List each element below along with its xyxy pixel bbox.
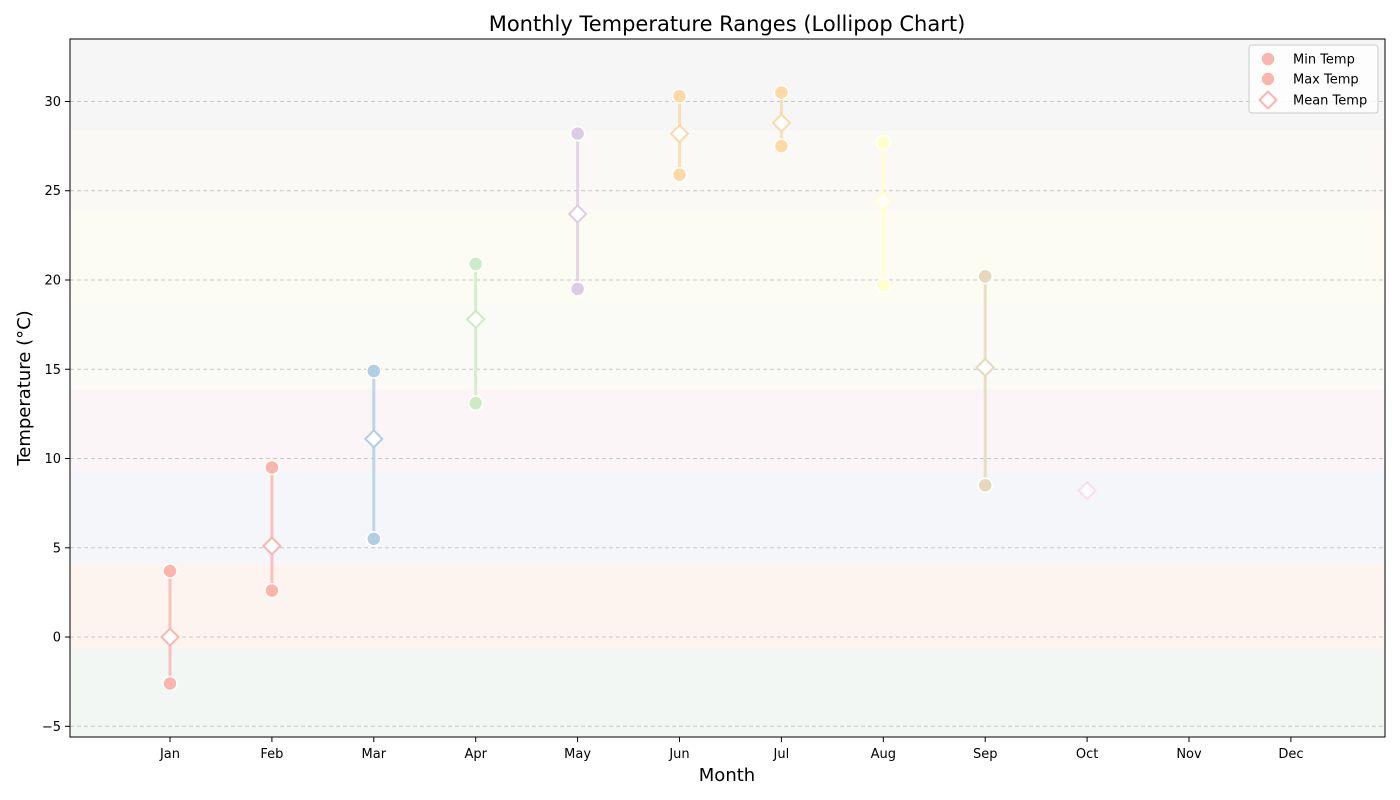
background-band (70, 39, 1385, 131)
max-temp-point-apr (467, 256, 484, 272)
x-tick-label: May (564, 747, 591, 762)
max-temp-point-may (569, 125, 586, 142)
legend-entry-max-temp-marker (1260, 71, 1276, 87)
mean-temp-point-apr (465, 309, 486, 330)
mean-temp-point-jan (160, 627, 180, 647)
y-tick-label: 30 (44, 95, 61, 110)
mean-temp-point-may (567, 204, 588, 224)
max-temp-point-feb (264, 459, 280, 476)
x-tick-label: Sep (973, 747, 998, 762)
max-temp-point-jul (773, 84, 790, 101)
legend-entry-min-temp-label: Min Temp (1293, 53, 1355, 68)
mean-temp-point-sep (975, 357, 996, 378)
min-temp-point-aug (875, 277, 892, 294)
background-band (70, 471, 1385, 564)
chart-marks (160, 84, 1098, 692)
max-temp-point-jan (162, 563, 178, 579)
x-axis-ticks: Jan Feb Mar Apr May Jun Jul Aug Sep Oct Nov Dec (159, 737, 1303, 762)
plot-frame (69, 38, 1386, 738)
background-bands (70, 39, 1385, 737)
background-band (70, 303, 1385, 389)
x-tick-label: Oct (1076, 747, 1098, 762)
mean-temp-point-mar (363, 428, 384, 449)
x-tick-label: Aug (871, 747, 896, 762)
min-temp-point-jan (162, 675, 178, 692)
x-axis-title: Month (699, 765, 755, 786)
x-tick-label: Jun (668, 747, 689, 762)
legend-entry-max-temp-label: Max Temp (1293, 73, 1359, 88)
legend: Min Temp Max Temp Mean Temp (1248, 44, 1379, 114)
min-temp-point-jun (671, 166, 688, 183)
y-tick-label: 10 (44, 452, 61, 467)
min-temp-point-may (569, 281, 586, 297)
legend-entry-min-temp-marker (1260, 51, 1276, 67)
background-band (70, 563, 1385, 648)
mean-temp-point-jul (771, 112, 792, 133)
x-tick-label: Jul (773, 747, 790, 762)
background-band (70, 647, 1385, 737)
background-band (70, 130, 1385, 211)
max-temp-point-mar (366, 363, 382, 379)
min-temp-point-feb (264, 582, 280, 599)
y-tick-label: 25 (44, 184, 61, 199)
y-tick-label: 0 (53, 631, 61, 646)
x-tick-label: Dec (1278, 747, 1303, 762)
x-tick-label: Nov (1176, 747, 1202, 762)
min-temp-point-mar (366, 531, 382, 547)
y-tick-label: 20 (44, 273, 61, 288)
x-tick-label: Jan (159, 747, 180, 762)
min-temp-point-sep (977, 477, 993, 494)
max-temp-point-jun (671, 88, 688, 104)
mean-temp-point-oct (1077, 480, 1098, 501)
y-gridlines (70, 100, 1385, 727)
x-tick-label: Mar (362, 747, 387, 762)
background-band (70, 210, 1385, 304)
legend-entry-mean-temp-label: Mean Temp (1293, 94, 1367, 109)
max-temp-point-sep (977, 268, 993, 285)
max-temp-point-aug (875, 134, 892, 151)
y-tick-label: 5 (53, 541, 61, 556)
y-tick-label: −5 (42, 720, 61, 735)
y-axis-ticks: −5 0 5 10 15 20 25 30 (42, 95, 70, 735)
chart-title: Monthly Temperature Ranges (Lollipop Cha… (489, 12, 966, 36)
min-temp-point-apr (467, 395, 484, 411)
y-axis-title: Temperature (°C) (14, 310, 35, 466)
mean-temp-point-aug (873, 191, 894, 212)
legend-entry-mean-temp-marker (1258, 90, 1278, 110)
background-band (70, 388, 1385, 472)
x-tick-label: Feb (260, 747, 283, 762)
mean-temp-point-feb (261, 536, 282, 556)
legend-box (1248, 44, 1379, 114)
mean-temp-point-jun (669, 123, 690, 144)
x-tick-label: Apr (464, 747, 487, 762)
min-temp-point-jul (773, 138, 790, 154)
y-tick-label: 15 (44, 363, 61, 378)
